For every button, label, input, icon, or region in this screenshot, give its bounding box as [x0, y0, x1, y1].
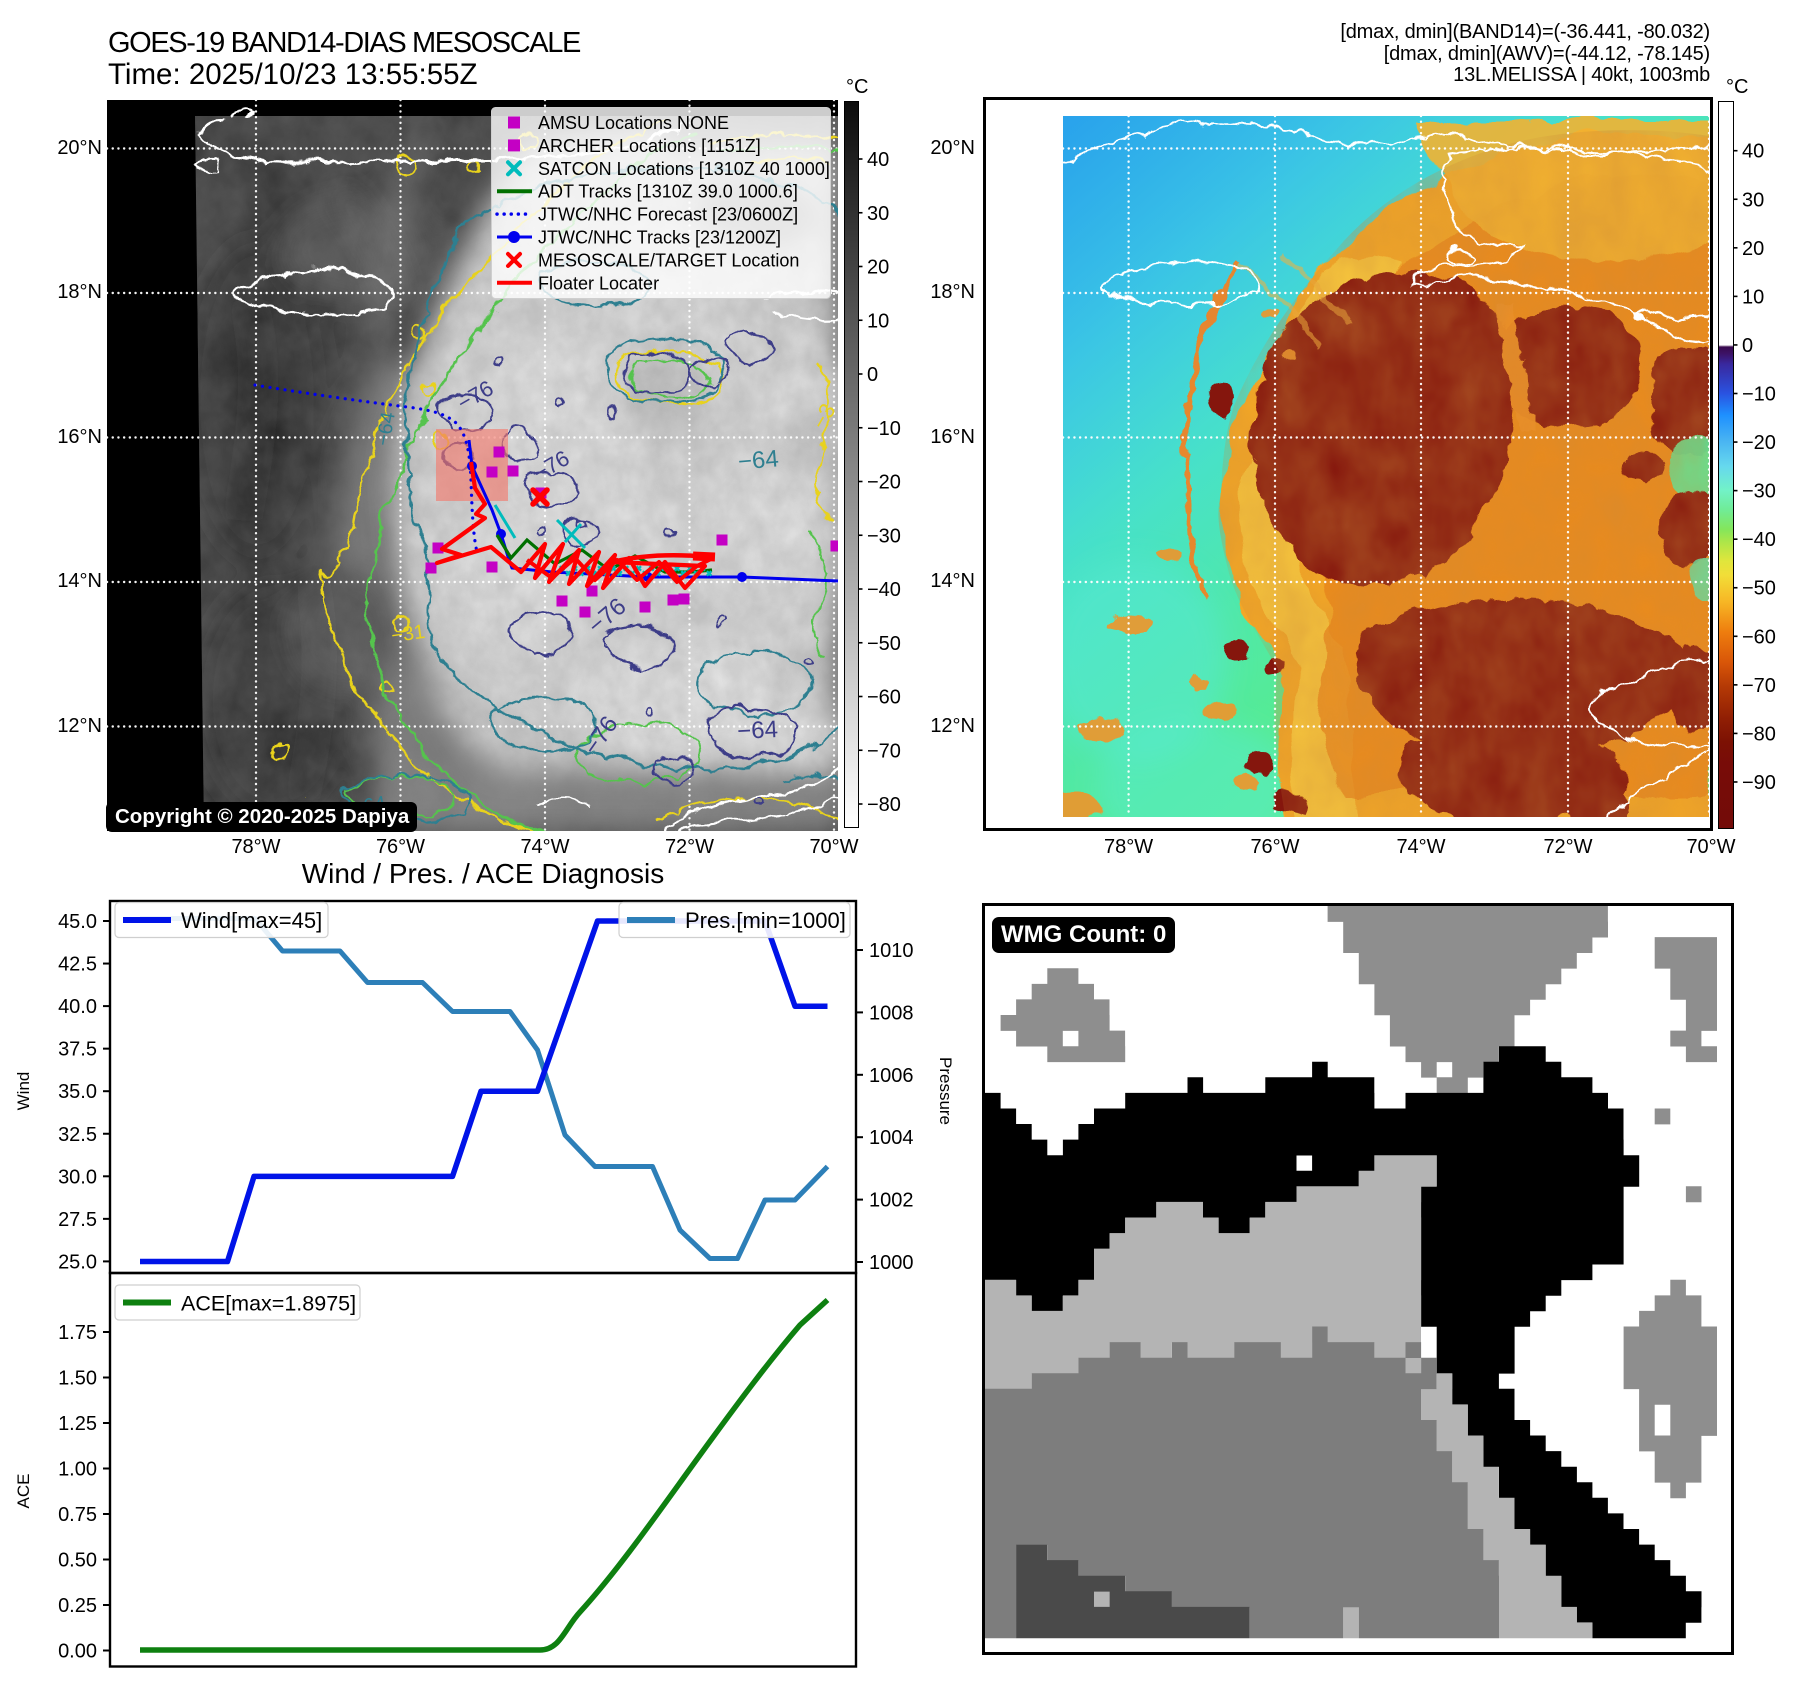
svg-text:40: 40: [867, 149, 889, 171]
svg-text:45.0: 45.0: [58, 911, 97, 933]
svg-text:1.00: 1.00: [58, 1459, 97, 1481]
svg-text:−40: −40: [867, 579, 901, 601]
svg-text:AMSU Locations NONE: AMSU Locations NONE: [538, 113, 729, 133]
svg-text:40.0: 40.0: [58, 996, 97, 1018]
svg-text:0: 0: [867, 364, 878, 386]
svg-text:1002: 1002: [869, 1190, 914, 1212]
svg-text:ACE: ACE: [14, 1474, 33, 1509]
svg-text:−70: −70: [1742, 675, 1776, 697]
svg-text:42.5: 42.5: [58, 954, 97, 976]
svg-text:−50: −50: [867, 633, 901, 655]
svg-text:Pressure: Pressure: [936, 1057, 955, 1125]
svg-text:27.5: 27.5: [58, 1209, 97, 1231]
svg-text:1000: 1000: [869, 1252, 914, 1274]
svg-text:−80: −80: [1742, 723, 1776, 745]
svg-text:1006: 1006: [869, 1065, 914, 1087]
svg-text:20: 20: [867, 257, 889, 279]
svg-text:−90: −90: [1742, 772, 1776, 794]
svg-text:37.5: 37.5: [58, 1039, 97, 1061]
svg-text:ADT Tracks [1310Z 39.0 1000.6]: ADT Tracks [1310Z 39.0 1000.6]: [538, 182, 798, 202]
svg-text:−64: −64: [737, 445, 780, 475]
svg-text:−20: −20: [867, 472, 901, 494]
svg-text:35.0: 35.0: [58, 1081, 97, 1103]
svg-text:0.00: 0.00: [58, 1641, 97, 1663]
svg-text:0: 0: [1742, 335, 1753, 357]
svg-text:MESOSCALE/TARGET Location: MESOSCALE/TARGET Location: [538, 250, 799, 270]
svg-text:1010: 1010: [869, 940, 914, 962]
svg-text:0.75: 0.75: [58, 1504, 97, 1526]
svg-text:1004: 1004: [869, 1127, 914, 1149]
svg-text:0.25: 0.25: [58, 1595, 97, 1617]
svg-text:32.5: 32.5: [58, 1124, 97, 1146]
svg-text:−30: −30: [867, 525, 901, 547]
svg-text:ARCHER Locations [1151Z]: ARCHER Locations [1151Z]: [538, 136, 761, 156]
svg-text:1.75: 1.75: [58, 1322, 97, 1344]
svg-text:0.50: 0.50: [58, 1550, 97, 1572]
svg-text:20: 20: [1742, 238, 1764, 260]
svg-text:30: 30: [867, 203, 889, 225]
svg-text:SATCON Locations [1310Z 40 100: SATCON Locations [1310Z 40 1000]: [538, 159, 830, 179]
svg-text:Wind: Wind: [14, 1072, 33, 1111]
svg-text:Floater Locater: Floater Locater: [538, 273, 659, 293]
svg-text:1.25: 1.25: [58, 1413, 97, 1435]
svg-text:−10: −10: [1742, 384, 1776, 406]
svg-text:JTWC/NHC Tracks [23/1200Z]: JTWC/NHC Tracks [23/1200Z]: [538, 228, 781, 248]
svg-text:JTWC/NHC Forecast [23/0600Z]: JTWC/NHC Forecast [23/0600Z]: [538, 205, 798, 225]
svg-text:−40: −40: [1742, 529, 1776, 551]
svg-text:Pres.[min=1000]: Pres.[min=1000]: [685, 908, 846, 933]
svg-text:−64: −64: [737, 716, 779, 745]
svg-text:−50: −50: [1742, 578, 1776, 600]
svg-text:−60: −60: [1742, 626, 1776, 648]
svg-text:−60: −60: [867, 687, 901, 709]
svg-text:40: 40: [1742, 141, 1764, 163]
svg-text:−70: −70: [867, 740, 901, 762]
svg-text:30.0: 30.0: [58, 1166, 97, 1188]
svg-text:10: 10: [1742, 286, 1764, 308]
svg-text:1008: 1008: [869, 1002, 914, 1024]
svg-text:−20: −20: [1742, 432, 1776, 454]
svg-text:ACE[max=1.8975]: ACE[max=1.8975]: [181, 1292, 356, 1316]
svg-text:−30: −30: [1742, 481, 1776, 503]
svg-text:25.0: 25.0: [58, 1251, 97, 1273]
svg-text:1.50: 1.50: [58, 1368, 97, 1390]
svg-text:−80: −80: [867, 794, 901, 816]
svg-text:−31: −31: [390, 621, 427, 648]
svg-text:30: 30: [1742, 189, 1764, 211]
svg-text:−10: −10: [867, 418, 901, 440]
svg-text:10: 10: [867, 310, 889, 332]
svg-text:Wind[max=45]: Wind[max=45]: [181, 908, 322, 933]
